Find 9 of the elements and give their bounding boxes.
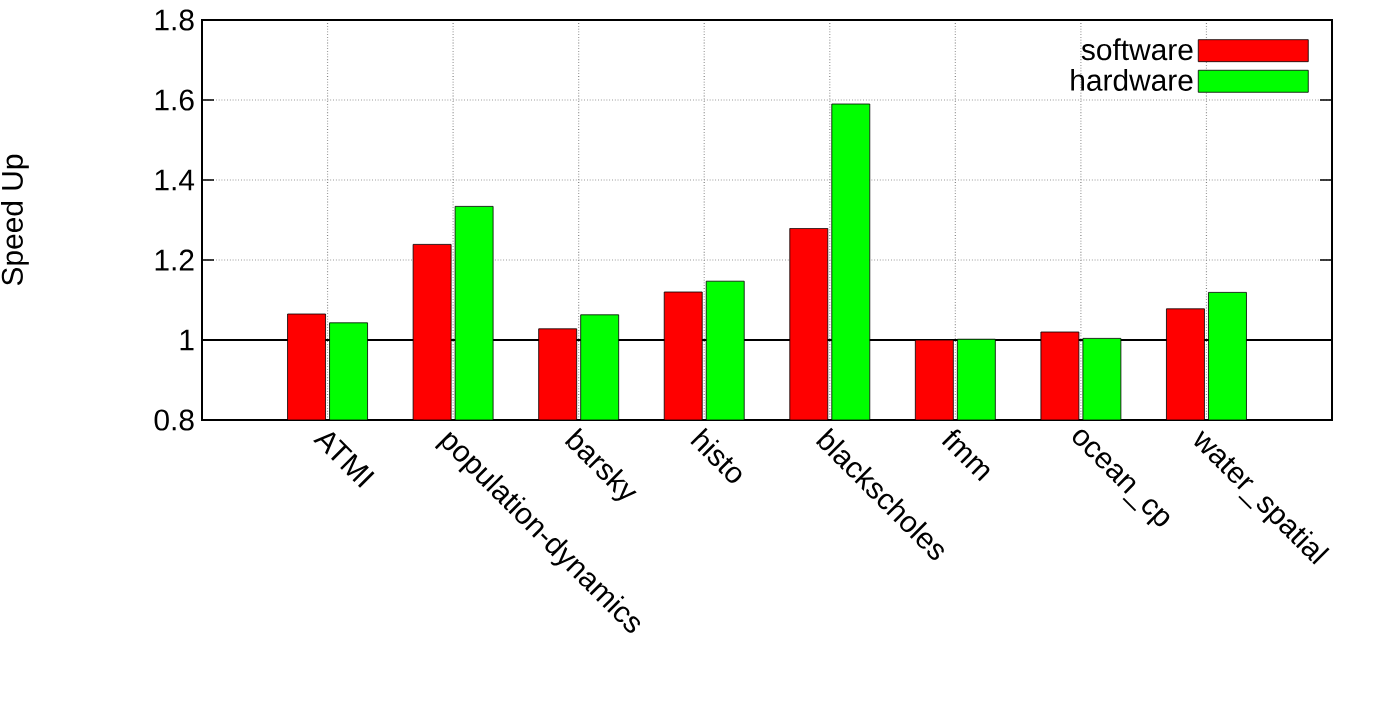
y-tick-label: 1.6 (155, 89, 194, 111)
y-tick-label: 1 (180, 329, 194, 351)
y-axis-title: Speed Up (0, 154, 29, 286)
y-tick-label: 1.8 (155, 9, 194, 31)
y-tick-label: 1.2 (155, 249, 194, 271)
legend-label: software (1081, 38, 1193, 61)
y-tick-label: 0.8 (154, 409, 194, 431)
legend-label: hardware (1071, 68, 1193, 91)
y-tick-label: 1.4 (155, 169, 195, 191)
